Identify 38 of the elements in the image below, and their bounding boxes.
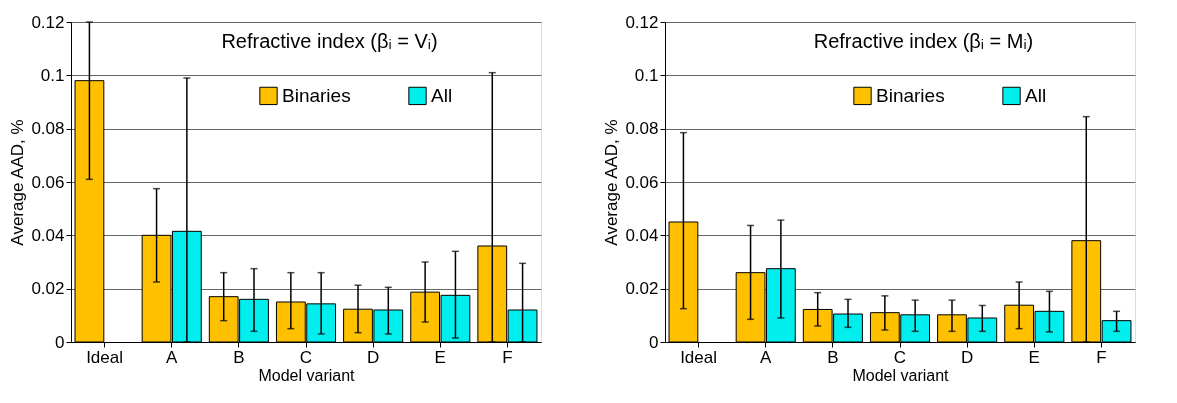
x-tick-label: B <box>233 347 245 367</box>
x-tick-label: E <box>1028 347 1040 367</box>
x-tick-label: B <box>827 347 839 367</box>
legend-label: Binaries <box>282 84 351 106</box>
x-axis-title: Model variant <box>258 366 356 384</box>
y-tick-label: 0.02 <box>31 279 65 299</box>
y-tick-label: 0.08 <box>31 119 65 139</box>
x-tick-label: Ideal <box>86 347 124 367</box>
y-tick-label: 0.06 <box>31 172 65 192</box>
y-tick-label: 0.12 <box>625 12 659 32</box>
x-tick-label: C <box>893 347 907 367</box>
x-tick-label: A <box>760 347 773 367</box>
y-tick-label: 0.04 <box>31 225 65 245</box>
chart-title: Refractive index (βᵢ = Vᵢ) <box>221 30 438 52</box>
y-tick-label: 0 <box>55 332 65 352</box>
y-tick-label: 0.12 <box>31 12 65 32</box>
x-tick-label: Ideal <box>680 347 718 367</box>
x-tick-label: A <box>166 347 179 367</box>
legend-label: Binaries <box>876 84 945 106</box>
x-tick-label: D <box>961 347 974 367</box>
x-tick-label: F <box>502 347 513 367</box>
y-tick-label: 0.1 <box>40 65 65 85</box>
x-tick-label: F <box>1096 347 1107 367</box>
legend-label: All <box>431 84 453 106</box>
y-tick-label: 0.02 <box>625 279 659 299</box>
y-axis-title: Average AAD, % <box>602 119 622 246</box>
y-tick-label: 0.04 <box>625 225 659 245</box>
y-tick-label: 0 <box>649 332 659 352</box>
y-tick-label: 0.06 <box>625 172 659 192</box>
y-axis-title: Average AAD, % <box>8 119 28 246</box>
y-tick-label: 0.1 <box>634 65 659 85</box>
y-tick-label: 0.08 <box>625 119 659 139</box>
x-tick-label: C <box>299 347 313 367</box>
legend-label: All <box>1025 84 1047 106</box>
x-tick-label: E <box>434 347 446 367</box>
x-axis-title: Model variant <box>852 366 950 384</box>
x-tick-label: D <box>367 347 380 367</box>
chart-title: Refractive index (βᵢ = Mᵢ) <box>813 30 1034 52</box>
